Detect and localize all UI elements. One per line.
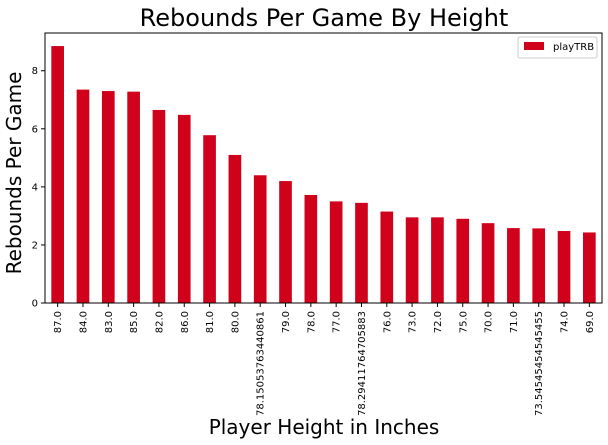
x-tick-label-13: 76.0 xyxy=(382,311,393,333)
bar-15 xyxy=(431,217,444,303)
bar-17 xyxy=(481,223,495,303)
y-ticks: 0 2 4 6 8 xyxy=(32,66,45,310)
bar-2 xyxy=(101,91,115,303)
bar-0 xyxy=(51,46,64,304)
x-tick-label-21: 69.0 xyxy=(585,311,596,333)
x-tick-label-11: 77.0 xyxy=(332,311,343,333)
legend-label: playTRB xyxy=(553,42,594,53)
bars-group xyxy=(51,46,596,304)
bar-4 xyxy=(152,109,166,303)
y-axis-label: Rebounds Per Game xyxy=(2,72,26,275)
bar-19 xyxy=(532,228,546,303)
x-tick-label-1: 84.0 xyxy=(78,311,89,333)
bar-14 xyxy=(405,217,419,303)
y-tick-label-3: 6 xyxy=(32,124,38,135)
y-tick-label-0: 0 xyxy=(32,299,38,310)
x-tick-label-9: 79.0 xyxy=(281,311,292,333)
x-tick-label-20: 74.0 xyxy=(560,311,571,333)
x-ticks: 87.0 84.0 83.0 85.0 82.0 86.0 81.0 80.0 78.15053… xyxy=(53,303,596,416)
bar-8 xyxy=(253,175,267,303)
bar-7 xyxy=(228,154,242,303)
bar-3 xyxy=(127,91,140,304)
x-tick-label-19: 73.54545454545455 xyxy=(534,311,545,416)
bar-13 xyxy=(380,211,394,303)
bar-11 xyxy=(329,201,343,303)
bar-12 xyxy=(355,202,368,303)
bar-5 xyxy=(177,114,191,304)
legend: playTRB xyxy=(517,36,598,59)
x-tick-label-6: 81.0 xyxy=(205,311,216,333)
chart-title: Rebounds Per Game By Height xyxy=(140,4,509,32)
bar-10 xyxy=(304,195,318,303)
x-tick-label-7: 80.0 xyxy=(230,311,241,333)
bar-21 xyxy=(583,232,596,303)
x-tick-label-0: 87.0 xyxy=(53,311,64,333)
x-tick-label-16: 75.0 xyxy=(458,311,469,333)
bar-16 xyxy=(456,218,470,303)
bar-18 xyxy=(507,228,520,303)
x-tick-label-18: 71.0 xyxy=(509,311,520,333)
x-tick-label-3: 85.0 xyxy=(129,311,140,333)
x-tick-label-4: 82.0 xyxy=(154,311,165,333)
y-tick-label-2: 4 xyxy=(32,182,38,193)
x-tick-label-2: 83.0 xyxy=(104,311,115,333)
bar-1 xyxy=(76,89,90,303)
x-tick-label-17: 70.0 xyxy=(484,311,495,333)
x-tick-label-8: 78.15053763440861 xyxy=(256,311,267,416)
x-tick-label-14: 73.0 xyxy=(408,311,419,333)
x-tick-label-5: 86.0 xyxy=(180,311,191,333)
x-tick-label-10: 78.0 xyxy=(306,311,317,333)
x-tick-label-12: 78.29411764705883 xyxy=(357,311,368,416)
x-axis-label: Player Height in Inches xyxy=(209,415,440,439)
bar-6 xyxy=(203,135,216,303)
y-tick-label-1: 2 xyxy=(32,240,38,251)
plot-frame xyxy=(44,32,603,304)
bar-9 xyxy=(279,181,292,303)
y-tick-label-4: 8 xyxy=(32,66,38,77)
legend-swatch xyxy=(524,42,544,50)
x-tick-label-15: 72.0 xyxy=(433,311,444,333)
bar-20 xyxy=(557,231,571,303)
